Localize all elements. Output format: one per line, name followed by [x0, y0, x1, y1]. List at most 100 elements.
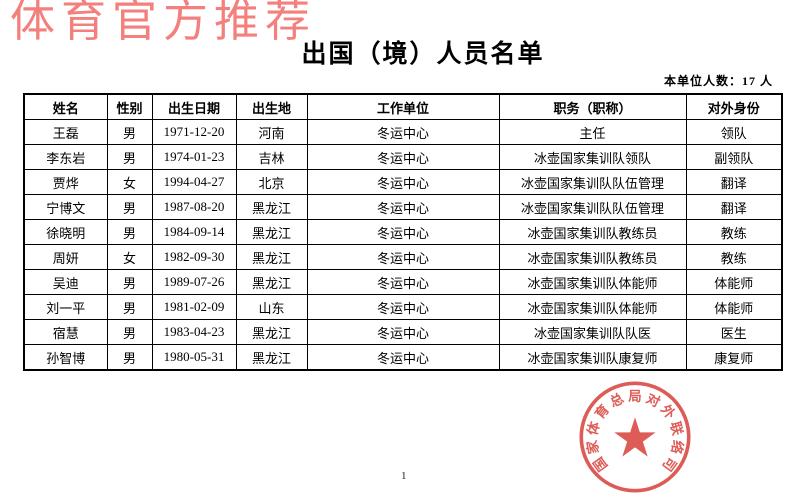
- table-row: 刘一平男 1981-02-09 山东 冬运中心 冰壶国家集训队体能师 体能师: [23, 294, 783, 320]
- table-cell: 男: [106, 294, 153, 320]
- table-cell: 1983-04-23: [151, 319, 237, 345]
- table-cell: 孙智博: [23, 344, 108, 371]
- column-header: 出生地: [235, 93, 308, 120]
- watermark-text: 体育官方推荐: [10, 0, 317, 46]
- table-cell: 翻译: [685, 194, 783, 220]
- table-cell: 领队: [685, 119, 783, 145]
- table-row: 徐晓明男 1984-09-14 黑龙江 冬运中心 冰壶国家集训队教练员 教练: [23, 219, 783, 245]
- table-cell: 1981-02-09: [151, 294, 237, 320]
- table-cell: 冰壶国家集训队教练员: [498, 219, 687, 245]
- table-row: 贾烨女 1994-04-27 北京 冬运中心 冰壶国家集训队队伍管理 翻译: [23, 169, 783, 195]
- seal-character: 络: [668, 439, 686, 456]
- table-cell: 教练: [685, 219, 783, 245]
- table-cell: 冬运中心: [306, 194, 500, 220]
- table-cell: 冰壶国家集训队体能师: [498, 269, 687, 295]
- table-cell: 黑龙江: [235, 344, 308, 371]
- table-cell: 1980-05-31: [151, 344, 237, 371]
- table-cell: 冬运中心: [306, 294, 500, 320]
- table-cell: 刘一平: [23, 294, 108, 320]
- table-cell: 冰壶国家集训队体能师: [498, 294, 687, 320]
- table-cell: 黑龙江: [235, 194, 308, 220]
- table-cell: 北京: [235, 169, 308, 195]
- table-cell: 黑龙江: [235, 219, 308, 245]
- table-cell: 贾烨: [23, 169, 108, 195]
- table-cell: 冬运中心: [306, 319, 500, 345]
- table-cell: 翻译: [685, 169, 783, 195]
- table-cell: 宿慧: [23, 319, 108, 345]
- column-header: 姓名: [23, 93, 108, 120]
- table-cell: 冰壶国家集训队领队: [498, 144, 687, 170]
- table-cell: 徐晓明: [23, 219, 108, 245]
- column-header: 出生日期: [151, 93, 237, 120]
- table-cell: 冰壶国家集训队队医: [498, 319, 687, 345]
- column-header: 工作单位: [306, 93, 500, 120]
- column-header: 性别: [106, 93, 153, 120]
- table-cell: 男: [106, 194, 153, 220]
- table-cell: 体能师: [685, 269, 783, 295]
- table-cell: 吉林: [235, 144, 308, 170]
- table-cell: 冬运中心: [306, 244, 500, 270]
- table-row: 李东岩男 1974-01-23 吉林 冬运中心 冰壶国家集训队领队 副领队: [23, 144, 783, 170]
- seal-character: 总: [607, 390, 626, 410]
- table-cell: 男: [106, 219, 153, 245]
- table-cell: 河南: [235, 119, 308, 145]
- table-cell: 医生: [685, 319, 783, 345]
- table-cell: 李东岩: [23, 144, 108, 170]
- table-cell: 1994-04-27: [151, 169, 237, 195]
- table-cell: 男: [106, 319, 153, 345]
- table-row: 王磊男 1971-12-20 河南 冬运中心 主任 领队: [23, 119, 783, 145]
- table-cell: 女: [106, 169, 153, 195]
- table-cell: 王磊: [23, 119, 108, 145]
- column-header: 对外身份: [685, 93, 783, 120]
- table-cell: 黑龙江: [235, 269, 308, 295]
- table-cell: 男: [106, 344, 153, 371]
- table-cell: 冰壶国家集训队队伍管理: [498, 194, 687, 220]
- table-cell: 男: [106, 119, 153, 145]
- table-cell: 1984-09-14: [151, 219, 237, 245]
- table-cell: 冬运中心: [306, 219, 500, 245]
- table-cell: 吴迪: [23, 269, 108, 295]
- table-row: 宁博文男 1987-08-20 黑龙江 冬运中心 冰壶国家集训队队伍管理 翻译: [23, 194, 783, 220]
- table-cell: 黑龙江: [235, 319, 308, 345]
- table-cell: 男: [106, 144, 153, 170]
- table-cell: 山东: [235, 294, 308, 320]
- table-row: 孙智博男 1980-05-31 黑龙江 冬运中心 冰壶国家集训队康复师 康复师: [23, 344, 783, 371]
- table-row: 宿慧男 1983-04-23 黑龙江 冬运中心 冰壶国家集训队队医 医生: [23, 319, 783, 345]
- table-cell: 1989-07-26: [151, 269, 237, 295]
- table-cell: 冰壶国家集训队队伍管理: [498, 169, 687, 195]
- page-title: 出国（境）人员名单: [301, 41, 545, 68]
- page-number: 1: [401, 470, 407, 482]
- table-cell: 女: [106, 244, 153, 270]
- table-cell: 周妍: [23, 244, 108, 270]
- table-cell: 副领队: [685, 144, 783, 170]
- table-cell: 1982-09-30: [151, 244, 237, 270]
- table-cell: 冬运中心: [306, 269, 500, 295]
- table-cell: 康复师: [685, 344, 783, 371]
- table-cell: 冬运中心: [306, 344, 500, 371]
- table-cell: 1971-12-20: [151, 119, 237, 145]
- table-row: 周妍女 1982-09-30 黑龙江 冬运中心 冰壶国家集训队教练员 教练: [23, 244, 783, 270]
- column-header: 职务（职称）: [498, 93, 687, 120]
- table-cell: 1974-01-23: [151, 144, 237, 170]
- seal-circle: [579, 381, 691, 493]
- table-cell: 男: [106, 269, 153, 295]
- table-header-row: 姓名 性别 出生日期 出生地 工作单位 职务（职称） 对外身份: [23, 93, 783, 120]
- seal-star-icon: [614, 417, 656, 457]
- table-row: 吴迪男 1989-07-26 黑龙江 冬运中心 冰壶国家集训队体能师 体能师: [23, 269, 783, 295]
- personnel-table: 姓名 性别 出生日期 出生地 工作单位 职务（职称） 对外身份 王磊男 1971-12-20 河…: [23, 93, 783, 371]
- seal-character: 对: [644, 390, 663, 410]
- seal-character: 体: [584, 419, 603, 437]
- table-cell: 冰壶国家集训队教练员: [498, 244, 687, 270]
- unit-headcount-label: 本单位人数：17 人: [663, 74, 773, 88]
- seal-character: 局: [628, 389, 641, 404]
- table-cell: 冰壶国家集训队康复师: [498, 344, 687, 371]
- table-cell: 黑龙江: [235, 244, 308, 270]
- table-cell: 1987-08-20: [151, 194, 237, 220]
- seal-character: 家: [583, 439, 601, 456]
- table-cell: 主任: [498, 119, 687, 145]
- table-cell: 教练: [685, 244, 783, 270]
- official-red-seal: 国家体育总局对外联络司: [579, 381, 691, 493]
- table-cell: 冬运中心: [306, 144, 500, 170]
- table-cell: 宁博文: [23, 194, 108, 220]
- table-cell: 冬运中心: [306, 169, 500, 195]
